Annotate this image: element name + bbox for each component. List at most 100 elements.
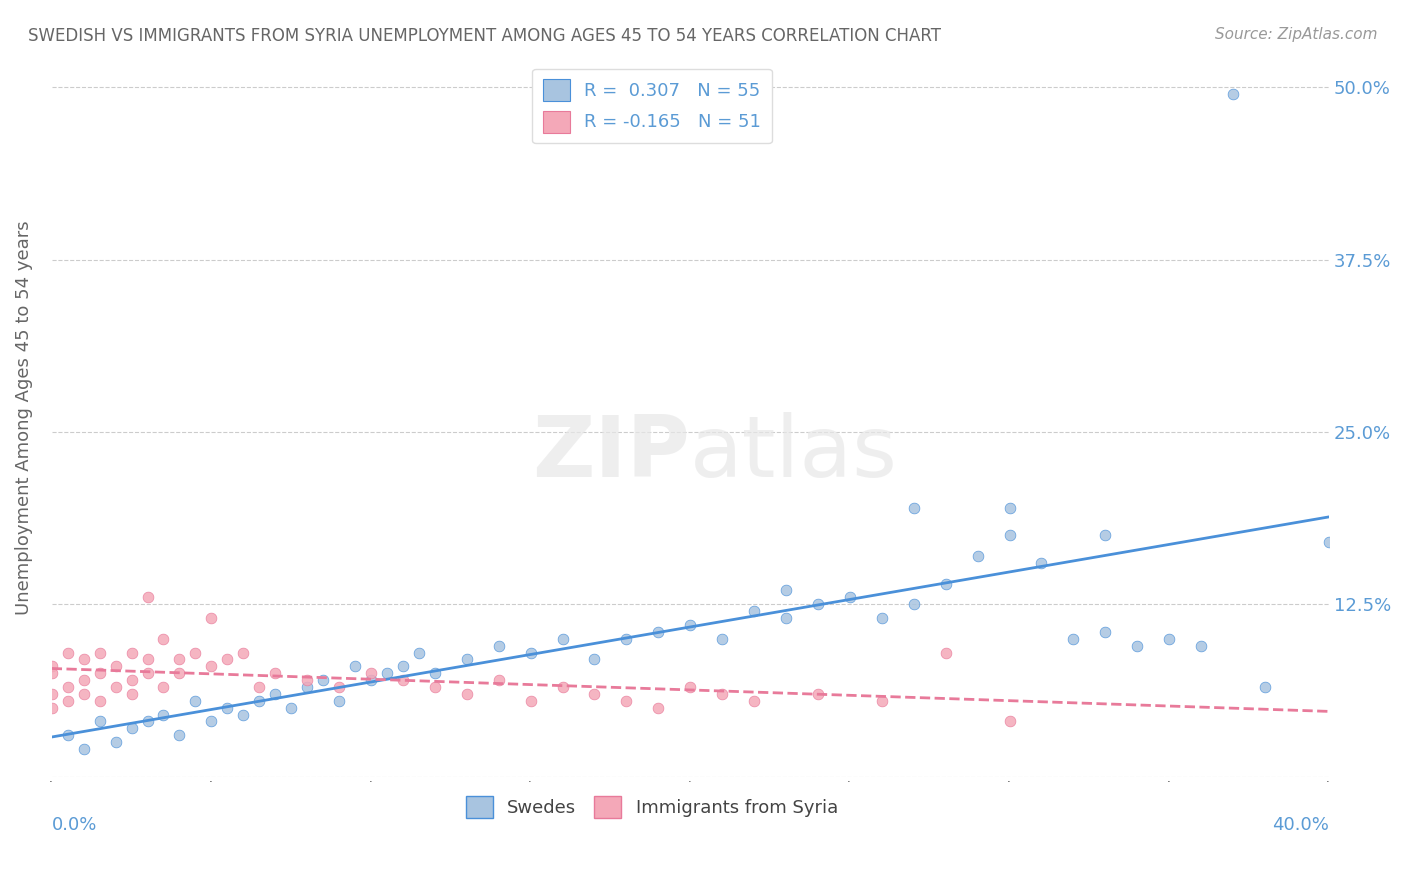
Point xyxy=(935,646,957,660)
Point xyxy=(998,714,1021,729)
Point xyxy=(1094,624,1116,639)
Point xyxy=(1317,535,1340,549)
Point xyxy=(264,666,287,681)
Point xyxy=(742,604,765,618)
Point xyxy=(56,694,79,708)
Point xyxy=(1254,680,1277,694)
Point xyxy=(711,687,734,701)
Point xyxy=(121,722,143,736)
Point xyxy=(360,673,382,687)
Point xyxy=(328,680,350,694)
Point xyxy=(551,680,574,694)
Point xyxy=(1094,528,1116,542)
Point xyxy=(679,680,702,694)
Point xyxy=(73,687,96,701)
Point xyxy=(152,632,174,646)
Text: 0.0%: 0.0% xyxy=(52,816,97,834)
Point xyxy=(104,680,127,694)
Point xyxy=(807,597,830,611)
Point xyxy=(966,549,988,563)
Point xyxy=(870,694,893,708)
Point xyxy=(616,632,638,646)
Point xyxy=(647,700,669,714)
Point xyxy=(136,714,159,729)
Point xyxy=(136,591,159,605)
Point xyxy=(1222,87,1244,101)
Point xyxy=(184,646,207,660)
Point xyxy=(247,694,270,708)
Point xyxy=(392,659,415,673)
Point xyxy=(136,666,159,681)
Point xyxy=(742,694,765,708)
Legend: Swedes, Immigrants from Syria: Swedes, Immigrants from Syria xyxy=(458,789,845,825)
Point xyxy=(89,646,111,660)
Point xyxy=(200,714,222,729)
Point xyxy=(73,742,96,756)
Point xyxy=(104,659,127,673)
Point xyxy=(312,673,335,687)
Point xyxy=(488,673,510,687)
Point xyxy=(89,714,111,729)
Point xyxy=(903,500,925,515)
Point xyxy=(200,611,222,625)
Text: ZIP: ZIP xyxy=(533,412,690,495)
Point xyxy=(456,652,478,666)
Point xyxy=(807,687,830,701)
Point xyxy=(89,666,111,681)
Point xyxy=(583,652,606,666)
Point xyxy=(392,673,415,687)
Point xyxy=(1126,639,1149,653)
Point xyxy=(775,583,797,598)
Point xyxy=(408,646,430,660)
Point xyxy=(217,652,239,666)
Point xyxy=(711,632,734,646)
Point xyxy=(121,646,143,660)
Point xyxy=(328,694,350,708)
Point xyxy=(519,694,541,708)
Point xyxy=(217,700,239,714)
Point xyxy=(169,652,191,666)
Point xyxy=(121,673,143,687)
Y-axis label: Unemployment Among Ages 45 to 54 years: Unemployment Among Ages 45 to 54 years xyxy=(15,221,32,615)
Point xyxy=(344,659,367,673)
Point xyxy=(232,646,254,660)
Point xyxy=(551,632,574,646)
Point xyxy=(295,680,318,694)
Point xyxy=(89,694,111,708)
Point xyxy=(169,666,191,681)
Point xyxy=(73,673,96,687)
Point xyxy=(184,694,207,708)
Point xyxy=(41,666,63,681)
Point xyxy=(73,652,96,666)
Point xyxy=(360,666,382,681)
Point xyxy=(152,680,174,694)
Point xyxy=(121,687,143,701)
Point xyxy=(1189,639,1212,653)
Point xyxy=(152,707,174,722)
Point xyxy=(488,639,510,653)
Point xyxy=(375,666,398,681)
Text: SWEDISH VS IMMIGRANTS FROM SYRIA UNEMPLOYMENT AMONG AGES 45 TO 54 YEARS CORRELAT: SWEDISH VS IMMIGRANTS FROM SYRIA UNEMPLO… xyxy=(28,27,941,45)
Point xyxy=(1031,556,1053,570)
Point xyxy=(104,735,127,749)
Point xyxy=(935,576,957,591)
Point xyxy=(1062,632,1084,646)
Point xyxy=(56,728,79,742)
Point xyxy=(456,687,478,701)
Point xyxy=(998,500,1021,515)
Text: Source: ZipAtlas.com: Source: ZipAtlas.com xyxy=(1215,27,1378,42)
Point xyxy=(1159,632,1181,646)
Point xyxy=(136,652,159,666)
Point xyxy=(295,673,318,687)
Point xyxy=(583,687,606,701)
Text: atlas: atlas xyxy=(690,412,898,495)
Point xyxy=(423,666,446,681)
Point xyxy=(169,728,191,742)
Point xyxy=(838,591,860,605)
Point xyxy=(41,659,63,673)
Point xyxy=(56,646,79,660)
Point xyxy=(519,646,541,660)
Point xyxy=(998,528,1021,542)
Point xyxy=(903,597,925,611)
Point xyxy=(616,694,638,708)
